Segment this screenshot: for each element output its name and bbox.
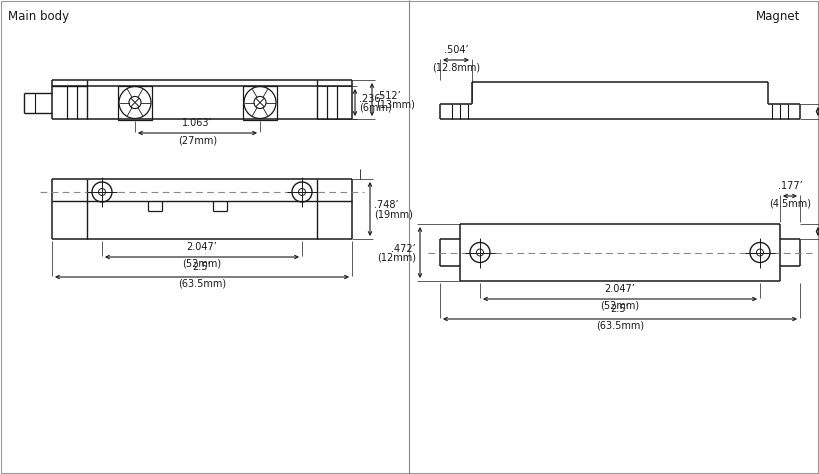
Text: (13mm): (13mm) (376, 100, 415, 109)
Text: (63.5mm): (63.5mm) (596, 321, 644, 331)
Text: (12.8mm): (12.8mm) (432, 62, 480, 72)
Text: .504’: .504’ (444, 45, 468, 55)
Bar (243, 85, 277, 119)
Text: (19mm): (19mm) (374, 209, 413, 219)
Text: .748’: .748’ (374, 200, 399, 210)
Text: (63.5mm): (63.5mm) (178, 279, 226, 289)
Text: 2.5’: 2.5’ (192, 262, 211, 272)
Text: (12mm): (12mm) (377, 253, 416, 263)
Text: Magnet: Magnet (756, 10, 800, 23)
Text: (6mm): (6mm) (359, 102, 391, 112)
Text: (27mm): (27mm) (178, 135, 217, 145)
Text: .177’: .177’ (777, 181, 803, 191)
Text: 1.063’: 1.063’ (182, 118, 213, 128)
Text: 2.047’: 2.047’ (187, 242, 217, 252)
Text: (52mm): (52mm) (600, 301, 640, 311)
Bar (118, 85, 152, 119)
Text: 2.5’: 2.5’ (611, 304, 629, 314)
Text: (4.5mm): (4.5mm) (769, 198, 811, 208)
Text: .236’: .236’ (359, 93, 383, 103)
Text: .472’: .472’ (391, 244, 416, 254)
Text: .512’: .512’ (376, 91, 400, 100)
Text: 2.047’: 2.047’ (604, 284, 636, 294)
Text: Main body: Main body (8, 10, 69, 23)
Text: (52mm): (52mm) (183, 259, 222, 269)
